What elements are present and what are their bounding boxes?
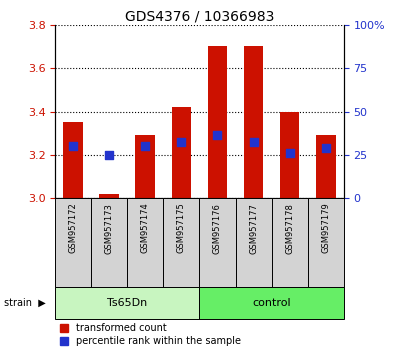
Bar (280, 112, 299, 198)
Text: GSM957172: GSM957172 (69, 202, 78, 253)
Bar (135, 135, 155, 198)
Bar (316, 135, 335, 198)
Text: GSM957173: GSM957173 (105, 202, 114, 253)
Text: control: control (252, 298, 291, 308)
Point (322, 145, 329, 151)
Bar (235, 198, 272, 287)
Bar (171, 107, 191, 198)
Bar (164, 198, 199, 287)
Point (142, 143, 149, 149)
Text: GSM957178: GSM957178 (285, 202, 294, 253)
Bar (100, 194, 119, 198)
Point (106, 152, 113, 158)
Bar (55, 198, 91, 287)
Bar (199, 198, 235, 287)
Bar (199, 287, 344, 319)
Bar (55, 287, 199, 319)
Point (178, 139, 184, 145)
Bar (64, 122, 83, 198)
Text: Ts65Dn: Ts65Dn (107, 298, 147, 308)
Text: GSM957174: GSM957174 (141, 202, 150, 253)
Text: GSM957179: GSM957179 (321, 202, 330, 253)
Bar (272, 198, 308, 287)
Point (214, 132, 221, 138)
Text: strain  ▶: strain ▶ (4, 298, 46, 308)
Bar (208, 46, 228, 198)
Bar (127, 198, 164, 287)
Bar (308, 198, 344, 287)
Text: GSM957175: GSM957175 (177, 202, 186, 253)
Legend: transformed count, percentile rank within the sample: transformed count, percentile rank withi… (60, 324, 241, 346)
Text: GSM957176: GSM957176 (213, 202, 222, 253)
Bar (244, 46, 263, 198)
Title: GDS4376 / 10366983: GDS4376 / 10366983 (125, 10, 274, 24)
Bar (91, 198, 127, 287)
Text: GSM957177: GSM957177 (249, 202, 258, 253)
Point (286, 150, 293, 155)
Point (250, 139, 257, 145)
Point (70, 143, 77, 149)
